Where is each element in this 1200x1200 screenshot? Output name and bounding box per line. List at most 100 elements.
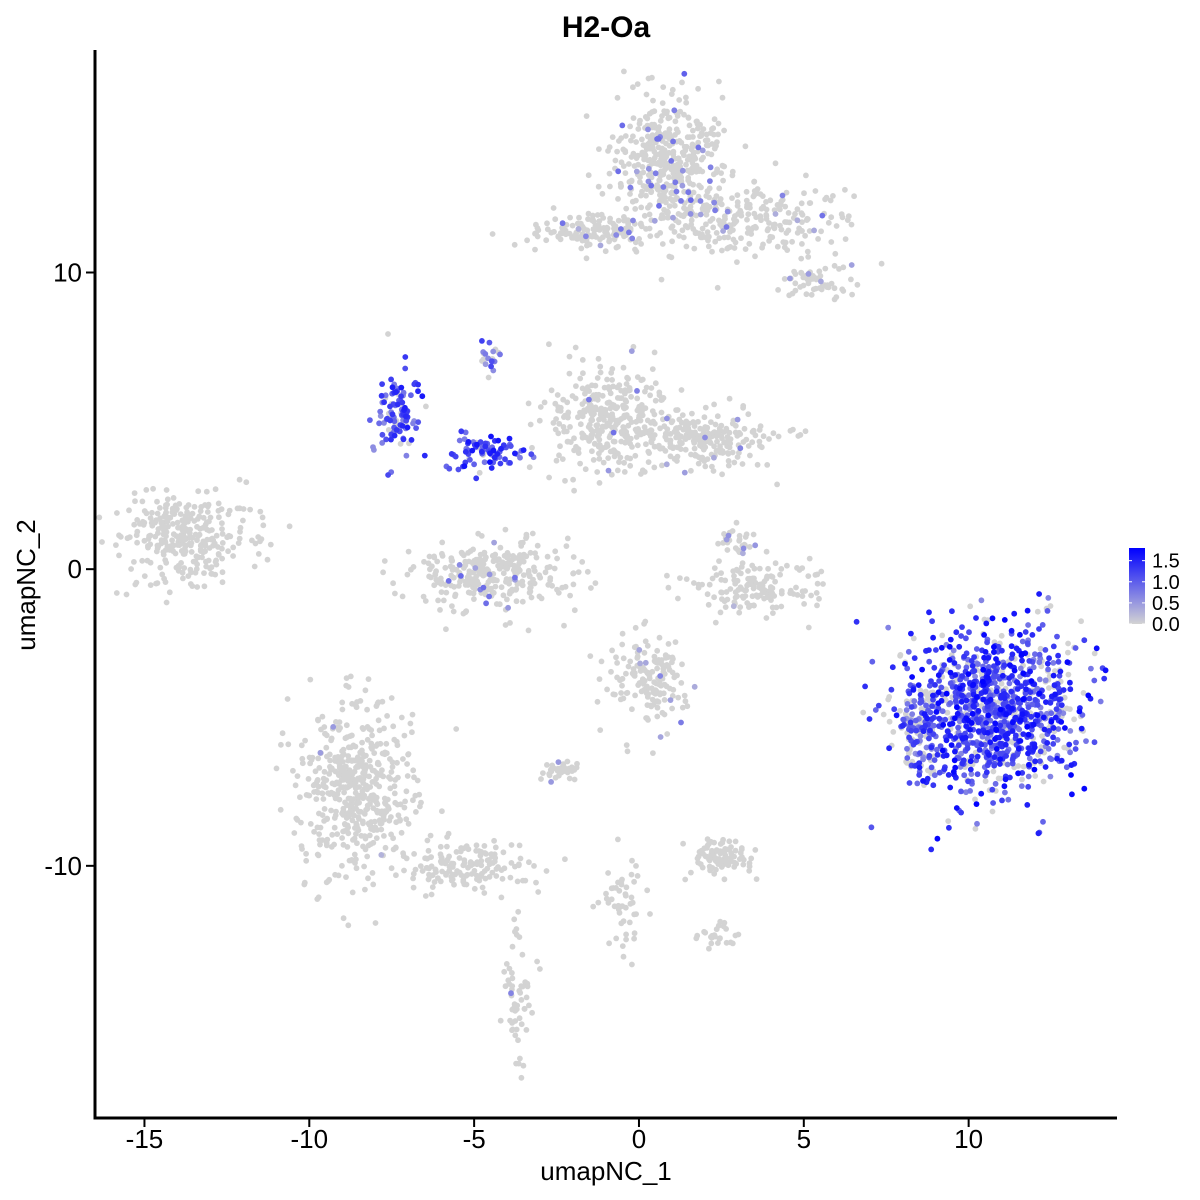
cell-point xyxy=(711,116,718,123)
cell-point xyxy=(520,572,527,578)
cell-point xyxy=(866,716,873,722)
cell-point xyxy=(508,860,515,866)
cell-point xyxy=(519,539,526,546)
cell-point xyxy=(959,673,965,679)
cell-point xyxy=(649,160,655,167)
cell-point xyxy=(848,221,855,228)
cell-point xyxy=(941,766,948,773)
cell-point xyxy=(472,565,479,571)
cell-point xyxy=(366,795,372,802)
cell-point xyxy=(1037,758,1043,764)
cell-point xyxy=(486,339,493,346)
cell-point xyxy=(588,435,595,441)
cell-point xyxy=(141,573,148,579)
cell-point xyxy=(365,842,372,849)
cell-point xyxy=(683,576,690,582)
cell-point xyxy=(679,227,686,234)
cell-point xyxy=(369,870,376,876)
cell-point xyxy=(634,374,641,380)
cell-point xyxy=(917,733,924,739)
cell-point xyxy=(633,168,640,175)
cell-point xyxy=(799,588,806,595)
cell-point xyxy=(1078,618,1084,625)
cell-point xyxy=(706,194,712,201)
cell-point xyxy=(679,704,686,711)
cell-point xyxy=(440,597,447,604)
cell-point xyxy=(379,767,385,774)
cell-point xyxy=(536,417,543,424)
cell-point xyxy=(634,388,640,394)
cell-point xyxy=(973,801,980,807)
cell-point xyxy=(628,894,635,901)
cell-point xyxy=(428,891,435,898)
cell-point xyxy=(422,855,428,862)
cell-point xyxy=(191,518,198,524)
cell-point xyxy=(575,569,582,575)
cell-point xyxy=(219,520,225,527)
cell-point xyxy=(634,81,641,87)
cell-point xyxy=(643,91,650,98)
cell-point xyxy=(1081,785,1088,792)
cell-point xyxy=(709,932,715,939)
cell-point xyxy=(669,654,676,661)
x-tick-label: -15 xyxy=(126,1124,164,1154)
cell-point xyxy=(618,226,624,232)
cell-point xyxy=(893,712,900,719)
cell-point xyxy=(458,845,464,851)
cell-point xyxy=(630,84,636,91)
cell-point xyxy=(691,580,697,586)
cell-point xyxy=(673,407,679,413)
cell-point xyxy=(706,439,712,445)
cell-point xyxy=(700,207,706,213)
cell-point xyxy=(158,537,165,543)
cell-point xyxy=(328,737,334,744)
cell-point xyxy=(1005,796,1012,803)
cell-point xyxy=(298,742,305,749)
cell-point xyxy=(616,459,622,465)
cell-point xyxy=(926,752,933,759)
cell-point xyxy=(752,847,759,853)
cell-point xyxy=(641,469,648,475)
points-layer xyxy=(96,68,1109,1081)
cell-point xyxy=(648,439,655,446)
cell-point xyxy=(695,144,702,151)
cell-point xyxy=(638,223,645,230)
cell-point xyxy=(903,707,910,713)
cell-point xyxy=(703,131,710,138)
cell-point xyxy=(636,647,643,653)
cell-point xyxy=(407,720,414,727)
cell-point xyxy=(1008,688,1015,695)
cell-point xyxy=(713,847,720,853)
cell-point xyxy=(527,549,534,556)
cell-point xyxy=(971,668,978,674)
cell-point xyxy=(163,559,170,566)
cell-point xyxy=(710,224,717,231)
cell-point xyxy=(731,459,738,466)
cell-point xyxy=(581,408,587,415)
cell-point xyxy=(114,510,120,516)
cell-point xyxy=(714,284,721,291)
cell-point xyxy=(149,509,155,516)
cell-point xyxy=(392,777,399,783)
cell-point xyxy=(371,793,378,800)
cell-point xyxy=(611,453,618,460)
cell-point xyxy=(631,935,637,942)
cell-point xyxy=(674,444,681,451)
cell-point xyxy=(661,162,668,169)
cell-point xyxy=(357,749,364,756)
cell-point xyxy=(586,241,593,248)
cell-point xyxy=(299,846,305,852)
cell-point xyxy=(785,210,792,216)
cell-point xyxy=(374,700,381,707)
cell-point xyxy=(332,754,338,761)
cell-point xyxy=(939,708,946,715)
cell-point xyxy=(682,698,689,705)
cell-point xyxy=(402,354,409,360)
cell-point xyxy=(672,165,678,172)
cell-point xyxy=(934,746,940,753)
cell-point xyxy=(507,443,514,449)
cell-point xyxy=(671,202,678,209)
cell-point xyxy=(848,276,854,283)
cell-point xyxy=(524,237,530,244)
x-axis-title: umapNC_1 xyxy=(540,1156,672,1186)
